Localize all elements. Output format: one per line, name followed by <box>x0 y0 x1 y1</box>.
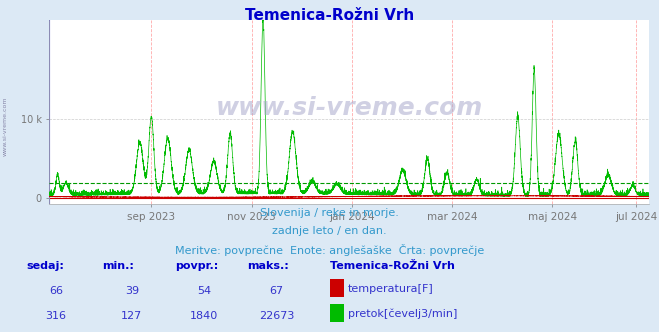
Text: 127: 127 <box>121 311 142 321</box>
Text: 39: 39 <box>125 286 139 296</box>
Text: sedaj:: sedaj: <box>26 261 64 271</box>
Text: 1840: 1840 <box>190 311 218 321</box>
Text: maks.:: maks.: <box>247 261 289 271</box>
Text: 54: 54 <box>197 286 212 296</box>
Text: 66: 66 <box>49 286 63 296</box>
Text: Temenica-RoŽni Vrh: Temenica-RoŽni Vrh <box>330 261 454 271</box>
Text: 67: 67 <box>270 286 284 296</box>
Text: Meritve: povprečne  Enote: anglešaške  Črta: povprečje: Meritve: povprečne Enote: anglešaške Črt… <box>175 244 484 256</box>
Text: 316: 316 <box>45 311 67 321</box>
Text: Temenica-Rožni Vrh: Temenica-Rožni Vrh <box>245 8 414 23</box>
Text: zadnje leto / en dan.: zadnje leto / en dan. <box>272 226 387 236</box>
Text: pretok[čevelj3/min]: pretok[čevelj3/min] <box>348 308 457 319</box>
Text: 22673: 22673 <box>259 311 295 321</box>
Text: www.si-vreme.com: www.si-vreme.com <box>3 96 8 156</box>
Text: povpr.:: povpr.: <box>175 261 218 271</box>
Text: Slovenija / reke in morje.: Slovenija / reke in morje. <box>260 208 399 217</box>
Text: min.:: min.: <box>102 261 134 271</box>
Text: www.si-vreme.com: www.si-vreme.com <box>215 96 483 121</box>
Text: temperatura[F]: temperatura[F] <box>348 284 434 294</box>
